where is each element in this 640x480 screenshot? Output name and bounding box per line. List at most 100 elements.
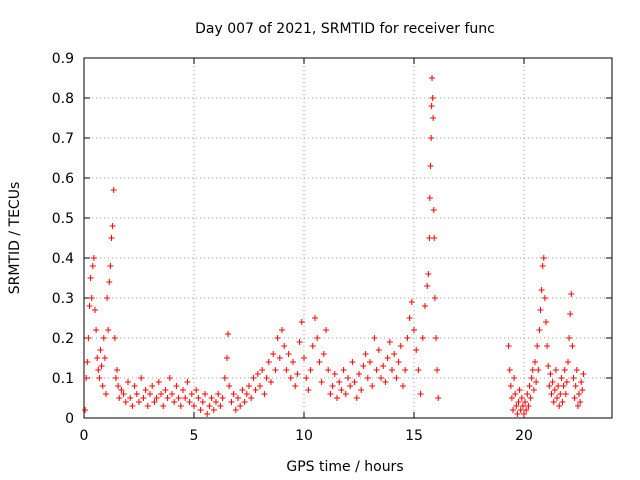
data-point xyxy=(237,403,244,409)
data-point xyxy=(426,195,433,201)
data-point xyxy=(560,383,567,389)
data-point xyxy=(325,367,332,373)
data-points xyxy=(82,75,587,417)
data-point xyxy=(276,355,283,361)
data-point xyxy=(87,275,94,281)
data-point xyxy=(186,399,193,405)
y-tick-label: 0.4 xyxy=(52,251,74,267)
data-point xyxy=(353,395,360,401)
data-point xyxy=(580,371,587,377)
data-point xyxy=(301,355,307,361)
data-point xyxy=(430,207,437,213)
data-point xyxy=(246,383,252,389)
data-point xyxy=(567,311,574,317)
data-point xyxy=(184,379,191,385)
data-point xyxy=(160,403,167,409)
data-point xyxy=(429,95,436,101)
data-point xyxy=(294,371,301,377)
data-point xyxy=(579,387,586,393)
data-point xyxy=(270,351,277,357)
data-point xyxy=(540,255,547,261)
data-point xyxy=(535,367,542,373)
data-point xyxy=(155,379,162,385)
data-point xyxy=(219,395,226,401)
data-point xyxy=(386,339,393,345)
data-point xyxy=(169,391,175,397)
data-point xyxy=(314,335,321,341)
data-point xyxy=(526,383,533,389)
data-point xyxy=(82,407,89,413)
data-point xyxy=(429,75,436,81)
data-point xyxy=(435,395,442,401)
data-point xyxy=(549,379,556,385)
data-point xyxy=(336,379,343,385)
data-point xyxy=(419,335,426,341)
data-point xyxy=(93,327,100,333)
data-point xyxy=(395,359,402,365)
data-point xyxy=(543,319,549,325)
data-point xyxy=(90,255,97,261)
data-point xyxy=(566,335,573,341)
data-point xyxy=(109,223,116,229)
data-point xyxy=(103,391,109,397)
data-point xyxy=(107,263,114,269)
data-point xyxy=(84,359,91,365)
data-point xyxy=(529,367,536,373)
data-point xyxy=(556,403,563,409)
data-point xyxy=(517,407,524,413)
data-point xyxy=(250,375,257,381)
data-point xyxy=(191,403,197,409)
data-point xyxy=(210,407,217,413)
y-tick-label: 0.6 xyxy=(52,171,74,187)
data-point xyxy=(303,375,310,381)
data-point xyxy=(89,263,96,269)
data-point xyxy=(147,391,153,397)
data-point xyxy=(532,359,538,365)
data-point xyxy=(298,319,305,325)
data-point xyxy=(422,303,428,309)
data-point xyxy=(99,383,106,389)
data-point xyxy=(380,363,387,369)
data-point xyxy=(548,391,555,397)
y-tick-label: 0.3 xyxy=(52,291,74,307)
data-point xyxy=(162,387,169,393)
chart-title: Day 007 of 2021, SRMTID for receiver fun… xyxy=(195,21,495,37)
data-point xyxy=(290,359,296,365)
data-point xyxy=(433,335,439,341)
data-point xyxy=(351,379,358,385)
data-point xyxy=(188,391,195,397)
x-tick-label: 5 xyxy=(190,428,199,444)
data-point xyxy=(375,347,382,353)
data-point xyxy=(133,391,140,397)
data-point xyxy=(573,367,580,373)
data-point xyxy=(197,407,204,413)
data-point xyxy=(552,367,559,373)
data-point xyxy=(551,387,558,393)
data-point xyxy=(272,367,279,373)
data-point xyxy=(524,391,531,397)
data-point xyxy=(98,363,105,369)
data-point xyxy=(95,367,102,373)
data-point xyxy=(512,391,519,397)
data-point xyxy=(338,387,345,393)
data-point xyxy=(309,343,316,349)
data-point xyxy=(85,335,92,341)
data-point xyxy=(367,359,373,365)
data-point xyxy=(158,391,164,397)
data-point xyxy=(576,391,582,397)
data-point xyxy=(514,411,521,417)
data-point xyxy=(427,163,434,169)
data-point xyxy=(389,367,395,373)
data-point xyxy=(193,387,200,393)
data-point xyxy=(287,375,294,381)
data-point xyxy=(100,335,107,341)
data-point xyxy=(428,135,435,141)
data-point xyxy=(279,327,285,333)
data-point xyxy=(508,395,515,401)
data-point xyxy=(571,395,578,401)
data-point xyxy=(424,283,431,289)
data-point xyxy=(94,355,101,361)
data-point xyxy=(261,391,268,397)
data-point xyxy=(550,399,557,405)
data-point xyxy=(555,383,562,389)
